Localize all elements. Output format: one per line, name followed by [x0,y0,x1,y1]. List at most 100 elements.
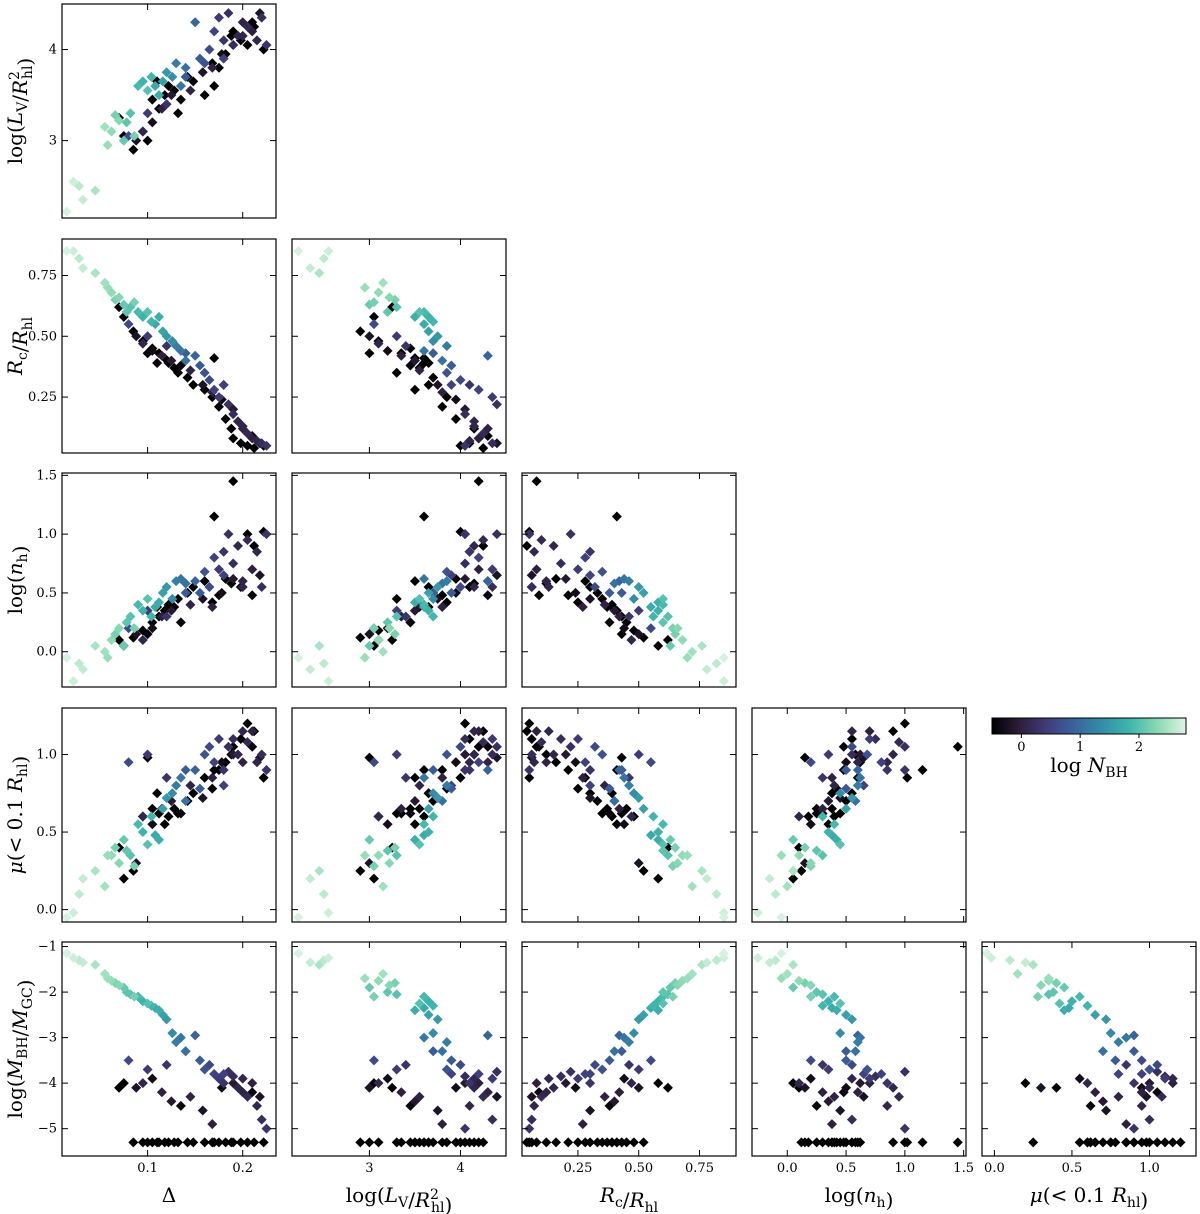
data-point [1121,1119,1132,1130]
data-point [687,881,698,892]
data-point [159,90,170,101]
y-tick-label: 0.0 [36,645,57,660]
data-point [829,819,840,830]
data-point [166,90,177,101]
y-tick-label: 3 [49,134,57,149]
panel-rc-vs-mu [521,707,737,923]
y-tick-label: 0.50 [28,329,57,344]
data-point [423,827,434,838]
data-point [902,1137,913,1148]
data-point [580,757,591,768]
data-point [359,850,370,861]
data-point [131,331,142,342]
data-point [423,1137,434,1148]
data-point [718,912,729,922]
data-point [161,1059,172,1070]
x-axis-label: log(LV/R2 hl) [346,1183,453,1214]
points-group [62,8,272,217]
data-point [482,765,493,776]
data-point [185,599,196,610]
data-point [378,277,389,288]
data-point [293,912,304,922]
data-point [428,316,439,327]
data-point [382,845,393,856]
data-point [251,1100,262,1111]
data-point [391,331,402,342]
data-point [478,535,489,546]
data-point [1141,1137,1152,1148]
data-point [77,194,88,205]
data-point [526,1091,537,1102]
data-point [1152,1059,1163,1070]
data-point [249,1137,260,1148]
data-point [121,117,132,128]
data-point [180,765,191,776]
data-point [585,1069,596,1080]
x-tick-label: 1.0 [1139,1161,1160,1176]
panel-frame [291,941,507,1157]
data-point [522,540,532,551]
y-axis-label: log(MBH/MGC) [3,980,37,1119]
data-point [62,206,72,217]
data-point [794,850,805,861]
data-point [180,587,191,598]
data-point [1152,1137,1163,1148]
data-point [204,741,215,752]
data-point [1051,1082,1062,1093]
data-point [213,401,224,412]
data-point [482,576,493,587]
data-point [432,1105,443,1116]
data-point [199,772,210,783]
data-point [529,546,540,557]
data-point [638,1137,649,1148]
data-point [242,535,253,546]
data-point [817,850,828,861]
data-point [437,602,448,613]
data-point [261,765,272,776]
data-point [855,772,866,783]
data-point [628,1137,639,1148]
data-point [182,1137,193,1148]
data-point [572,1073,583,1084]
data-point [609,1046,620,1057]
data-point [409,384,420,395]
data-point [199,576,210,587]
data-point [658,839,669,850]
data-point [218,53,229,64]
data-point [460,1123,471,1134]
data-point [314,268,325,279]
data-point [526,582,537,593]
data-point [409,605,420,616]
data-point [823,1064,834,1075]
data-point [432,582,443,593]
data-point [68,246,79,257]
data-point [409,772,420,783]
panel-frame [291,472,507,688]
data-point [171,576,182,587]
data-point [794,1078,805,1089]
data-point [142,749,153,760]
data-point [157,803,168,814]
data-point [701,873,712,884]
data-point [776,850,787,861]
y-tick-label: 1.0 [36,527,57,542]
data-point [364,1082,375,1093]
data-point [213,392,224,403]
data-point [555,1071,566,1082]
data-point [870,734,881,745]
data-point [146,811,157,822]
data-point [1167,1137,1178,1148]
data-point [464,379,475,390]
y-axis-label: log(nh) [3,546,32,615]
points-group [293,476,502,687]
data-point [137,827,148,838]
data-point [419,991,430,1002]
data-point [1128,1078,1139,1089]
data-point [157,587,168,598]
data-point [1121,1137,1132,1148]
data-point [209,384,220,395]
panel-frame [61,941,277,1157]
data-point [788,959,799,970]
data-point [473,476,484,487]
